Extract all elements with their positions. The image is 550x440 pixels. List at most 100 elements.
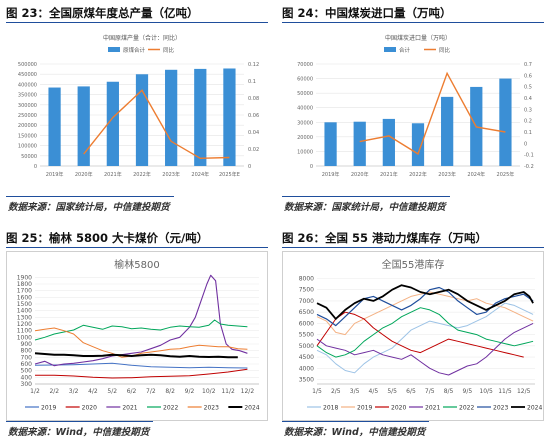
series-line <box>316 322 534 376</box>
bar <box>441 96 454 166</box>
y-tick-label: 40000 <box>297 106 313 112</box>
y-tick-label: 5000 <box>299 343 314 350</box>
y-tick-label: 800 <box>21 348 33 355</box>
y-tick-label: 10000 <box>297 149 313 155</box>
x-tick-label: 9/2 <box>185 388 195 395</box>
port-inventory-chart: 全国55港库存 3500 4000 4500 5000 5500 6000 6500 7000 7… <box>299 258 543 412</box>
x-tick-label: 8/2 <box>165 388 175 395</box>
y-tick-label: 1800 <box>17 281 32 288</box>
x-tick-label: 5/5 <box>387 388 397 395</box>
chart-title: 中国原煤产量（合计：同比） <box>103 34 181 42</box>
y-tick-label: 200000 <box>18 123 37 129</box>
y-tick-label: 3500 <box>299 377 314 384</box>
chart-title: 榆林5800 <box>114 258 159 271</box>
x-tick-label: 8/5 <box>444 388 454 395</box>
x-tick-label: 2019年 <box>322 171 340 178</box>
y-tick-label: 30000 <box>297 120 313 126</box>
x-tick-label: 2023年 <box>438 171 456 178</box>
series-line <box>316 307 534 358</box>
y-tick-label: 1500 <box>17 301 32 308</box>
legend-label: 2023 <box>204 405 219 412</box>
y-tick-label: 500 <box>21 368 33 375</box>
legend-label: 2024 <box>527 405 542 412</box>
figure-title: 图 23：全国原煤年度总产量（亿吨） <box>6 4 268 23</box>
x-tick-label: 2022年 <box>133 171 151 178</box>
x-tick-label: 11/2 <box>221 388 235 395</box>
x-tick-label: 4/2 <box>88 388 98 395</box>
legend-swatch <box>108 47 120 52</box>
y2-tick-label: 0.12 <box>248 62 259 68</box>
chart-title: 全国55港库存 <box>382 258 445 271</box>
y-tick-label: 100000 <box>18 144 37 150</box>
legend-label: 2024 <box>244 405 259 412</box>
y2-tick-label: -0.1 <box>524 153 534 159</box>
y-tick-label: 50000 <box>297 91 313 97</box>
y2-tick-label: 0.5 <box>524 85 532 91</box>
series-line <box>34 319 248 341</box>
figure-26: 图 26：全国 55 港动力煤库存（万吨） 全国55港库存 3500 4000 450… <box>281 229 544 438</box>
series-line <box>316 284 534 320</box>
y2-tick-label: 0.7 <box>524 62 532 68</box>
y-tick-label: 1100 <box>17 328 32 335</box>
legend-label: 2020 <box>391 405 406 412</box>
series-line <box>359 71 506 155</box>
legend-label: 2020 <box>82 405 97 412</box>
legend-label: 2021 <box>122 405 137 412</box>
figure-24: 图 24：中国煤炭进口量（万吨） 中国煤炭进口量（万吨） 合计 同比 0 10000 20… <box>282 4 544 213</box>
y-tick-label: 6000 <box>299 320 314 327</box>
x-tick-label: 2023年 <box>162 171 180 178</box>
coal-output-chart: 中国原煤产量（合计：同比） 原煤合计 同比 0 50000 100000 150000 200… <box>18 34 259 178</box>
series-line <box>316 311 524 358</box>
bar <box>353 121 366 166</box>
legend-label: 2022 <box>459 405 474 412</box>
x-tick-label: 2021年 <box>104 171 122 178</box>
series-line <box>34 274 248 367</box>
y-tick-label: 7000 <box>299 298 314 305</box>
x-tick-label: 11/5 <box>498 388 512 395</box>
y-tick-label: 4000 <box>299 365 314 372</box>
legend-label: 2018 <box>323 405 338 412</box>
y2-tick-label: -0.2 <box>524 164 534 170</box>
legend-label: 2023 <box>493 405 508 412</box>
y-tick-label: 300 <box>21 381 33 388</box>
chart-panel: 中国煤炭进口量（万吨） 合计 同比 0 10000 20000 30000 40000 5000… <box>282 26 544 194</box>
x-tick-label: 2020年 <box>75 171 93 178</box>
y-tick-label: 50000 <box>21 154 37 160</box>
series-line <box>316 302 534 374</box>
y-tick-label: 60000 <box>297 77 313 83</box>
y-tick-label: 1900 <box>17 274 32 281</box>
bar <box>77 86 90 166</box>
x-tick-label: 2022年 <box>409 171 427 178</box>
y-tick-label: 0 <box>34 164 37 170</box>
y-tick-label: 250000 <box>18 113 37 119</box>
y-tick-label: 500000 <box>18 62 37 68</box>
y-tick-label: 600 <box>21 361 33 368</box>
y-tick-label: 20000 <box>297 135 313 141</box>
bar <box>324 122 337 166</box>
series-line <box>34 327 248 358</box>
x-tick-label: 2021年 <box>380 171 398 178</box>
y2-tick-label: 0.3 <box>524 107 532 113</box>
source-note: 数据来源：Wind，中信建投期货 <box>281 421 430 438</box>
y-tick-label: 400000 <box>18 82 37 88</box>
y-tick-label: 400 <box>21 374 33 381</box>
bar <box>411 123 425 166</box>
x-tick-label: 6/2 <box>127 388 137 395</box>
bar <box>223 68 236 166</box>
coal-import-chart: 中国煤炭进口量（万吨） 合计 同比 0 10000 20000 30000 40000 5000… <box>297 34 534 178</box>
x-tick-label: 7/2 <box>146 388 156 395</box>
y-tick-label: 1700 <box>17 288 32 295</box>
chart-panel: 中国原煤产量（合计：同比） 原煤合计 同比 0 50000 100000 150000 200… <box>6 26 268 194</box>
y2-tick-label: 0.2 <box>524 119 532 125</box>
legend-label: 2019 <box>41 405 56 412</box>
legend-label: 原煤合计 <box>123 46 146 54</box>
x-tick-label: 9/5 <box>463 388 473 395</box>
x-tick-label: 1/5 <box>312 388 322 395</box>
x-tick-label: 2/2 <box>49 388 59 395</box>
series-line <box>34 362 248 369</box>
y-tick-label: 150000 <box>18 133 37 139</box>
series-line <box>83 89 230 160</box>
y-tick-label: 1400 <box>17 308 32 315</box>
legend-label: 同比 <box>439 46 451 54</box>
x-tick-label: 2025年E <box>219 171 240 178</box>
